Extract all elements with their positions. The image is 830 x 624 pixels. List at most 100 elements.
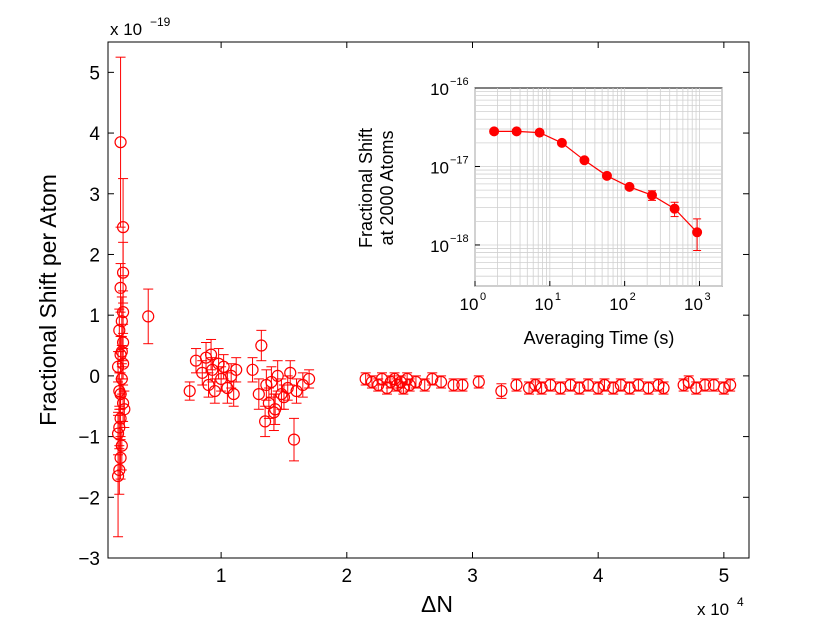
data-point — [116, 357, 130, 370]
y-tick-label: 1 — [89, 306, 100, 327]
inset-data-point — [534, 127, 545, 138]
inset-x-tick-label: 10 — [684, 295, 703, 314]
inset-data-point — [624, 181, 635, 192]
main-x-axis-label: ΔN — [421, 591, 453, 617]
data-point — [260, 378, 273, 392]
inset-x-tick-label: 10 — [460, 295, 479, 314]
data-point — [113, 463, 126, 477]
data-point — [529, 378, 542, 392]
inset-y-tick-label: 10 — [430, 237, 449, 256]
data-point — [227, 387, 240, 401]
inset-x-tick-label: 10 — [609, 295, 628, 314]
data-point — [204, 348, 218, 361]
data-point — [623, 381, 636, 395]
inset-data-point — [511, 126, 522, 137]
data-point — [183, 384, 196, 398]
data-point — [111, 469, 125, 483]
data-point — [114, 387, 127, 401]
data-point — [717, 381, 730, 395]
x-tick-label: 3 — [467, 566, 478, 587]
inset-y-tick-exponent: −18 — [450, 233, 469, 245]
data-point — [472, 375, 485, 389]
data-point — [116, 336, 130, 349]
y-tick-label: 3 — [89, 185, 100, 206]
data-point — [252, 387, 265, 401]
data-point — [522, 381, 536, 395]
y-tick-label: −3 — [78, 549, 100, 570]
data-point — [359, 372, 372, 386]
data-point — [115, 345, 128, 358]
x-tick-label: 5 — [719, 566, 730, 587]
data-point — [296, 378, 309, 392]
x-tick-label: 1 — [216, 566, 227, 587]
inset-y-tick-exponent: −16 — [450, 76, 469, 88]
data-point — [114, 281, 127, 294]
data-point — [230, 363, 243, 376]
data-point — [614, 378, 627, 392]
data-point — [495, 384, 508, 398]
inset-y-axis-label-line2: at 2000 Atoms — [377, 130, 397, 245]
y-tick-label: 4 — [89, 124, 100, 145]
y-tick-label: −2 — [78, 488, 100, 509]
data-point — [592, 381, 605, 395]
data-point — [142, 310, 155, 323]
data-point — [510, 378, 523, 392]
inset-series-line — [494, 130, 698, 233]
inset-y-tick-label: 10 — [430, 158, 449, 177]
y-tick-label: −1 — [78, 428, 100, 449]
y-multiplier-exponent: −19 — [150, 15, 171, 29]
data-point — [202, 378, 215, 392]
x-tick-label: 4 — [593, 566, 604, 587]
data-point — [690, 381, 703, 395]
data-point — [403, 378, 416, 392]
data-point — [113, 324, 126, 337]
inset-data-point — [669, 203, 680, 214]
data-point — [535, 381, 548, 395]
data-point — [598, 378, 611, 392]
y-tick-label: 0 — [89, 367, 100, 388]
data-point — [724, 378, 737, 392]
inset-x-tick-exponent: 3 — [704, 291, 710, 303]
data-point — [281, 381, 294, 395]
data-point — [564, 378, 577, 392]
inset-data-point — [556, 137, 567, 148]
inset-data-point — [489, 126, 500, 137]
inset-plot-area — [474, 87, 723, 287]
data-point — [115, 315, 128, 328]
data-point — [384, 375, 397, 389]
main-data-points — [111, 56, 737, 538]
data-point — [114, 451, 127, 464]
data-point — [116, 266, 130, 279]
data-point — [302, 372, 316, 386]
data-point — [287, 433, 301, 446]
data-point — [456, 378, 469, 392]
data-point — [217, 360, 230, 373]
inset-x-tick-exponent: 1 — [555, 291, 561, 303]
y-tick-label: 2 — [89, 245, 100, 266]
inset-data-point — [579, 155, 590, 166]
data-point — [657, 381, 670, 395]
inset-y-tick-label: 10 — [430, 80, 449, 99]
data-point — [434, 375, 448, 389]
data-point — [114, 136, 127, 149]
inset-x-tick-label: 10 — [534, 295, 553, 314]
data-point — [116, 221, 130, 234]
data-point — [267, 406, 281, 419]
inset-x-tick-exponent: 0 — [480, 291, 486, 303]
data-point — [426, 372, 439, 386]
y-multiplier: x 10 — [110, 20, 142, 39]
data-point — [259, 415, 272, 428]
x-multiplier: x 10 — [697, 600, 729, 619]
inset-y-tick-exponent: −17 — [450, 154, 469, 166]
main-axis-ticks: 1 2 3 4 5 −3 −2 −1 0 1 2 3 4 5 — [78, 42, 749, 587]
main-y-axis-label: Fractional Shift per Atom — [35, 174, 61, 426]
data-point — [116, 397, 130, 410]
x-multiplier-exponent: 4 — [737, 595, 744, 609]
inset-data-point — [692, 227, 703, 238]
data-point — [284, 366, 297, 379]
data-point — [409, 375, 423, 389]
data-point — [116, 306, 130, 319]
inset-y-axis-label-line1: Fractional Shift — [356, 128, 376, 248]
